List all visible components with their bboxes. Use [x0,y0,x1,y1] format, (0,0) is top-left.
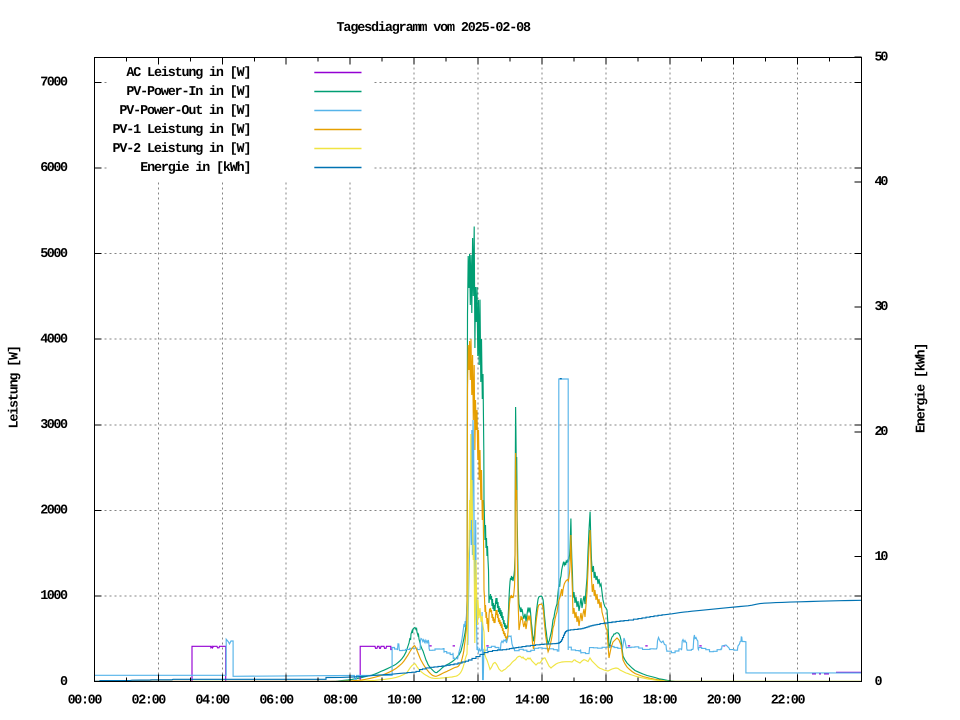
svg-text:02:00: 02:00 [132,693,167,708]
svg-text:06:00: 06:00 [259,693,294,708]
svg-text:PV-2 Leistung in [W]: PV-2 Leistung in [W] [113,142,252,157]
svg-text:10: 10 [875,550,889,565]
svg-text:50: 50 [875,50,889,65]
svg-text:08:00: 08:00 [323,693,358,708]
svg-text:0: 0 [875,675,883,690]
svg-text:Tagesdiagramm vom 2025-02-08: Tagesdiagramm vom 2025-02-08 [337,21,532,36]
svg-text:PV-1 Leistung in [W]: PV-1 Leistung in [W] [113,123,252,138]
svg-text:1000: 1000 [40,589,68,604]
svg-text:00:00: 00:00 [68,693,103,708]
svg-text:10:00: 10:00 [387,693,422,708]
svg-text:Energie [kWh]: Energie [kWh] [915,343,930,433]
svg-text:5000: 5000 [40,247,68,262]
svg-text:AC Leistung in [W]: AC Leistung in [W] [126,66,251,81]
svg-text:20: 20 [875,425,889,440]
svg-text:30: 30 [875,300,889,315]
svg-text:Leistung [W]: Leistung [W] [8,345,23,428]
svg-text:7000: 7000 [40,76,68,91]
svg-text:22:00: 22:00 [771,693,806,708]
svg-text:PV-Power-Out in [W]: PV-Power-Out in [W] [119,104,251,119]
svg-text:14:00: 14:00 [515,693,550,708]
svg-text:40: 40 [875,175,889,190]
svg-text:04:00: 04:00 [195,693,230,708]
svg-text:4000: 4000 [40,332,68,347]
svg-text:PV-Power-In in [W]: PV-Power-In in [W] [126,85,251,100]
svg-text:6000: 6000 [40,161,68,176]
svg-text:16:00: 16:00 [579,693,614,708]
svg-text:3000: 3000 [40,418,68,433]
svg-text:18:00: 18:00 [643,693,678,708]
svg-text:12:00: 12:00 [451,693,486,708]
svg-text:2000: 2000 [40,504,68,519]
svg-text:20:00: 20:00 [707,693,742,708]
svg-text:0: 0 [60,675,68,690]
svg-text:Energie in [kWh]: Energie in [kWh] [140,161,251,176]
